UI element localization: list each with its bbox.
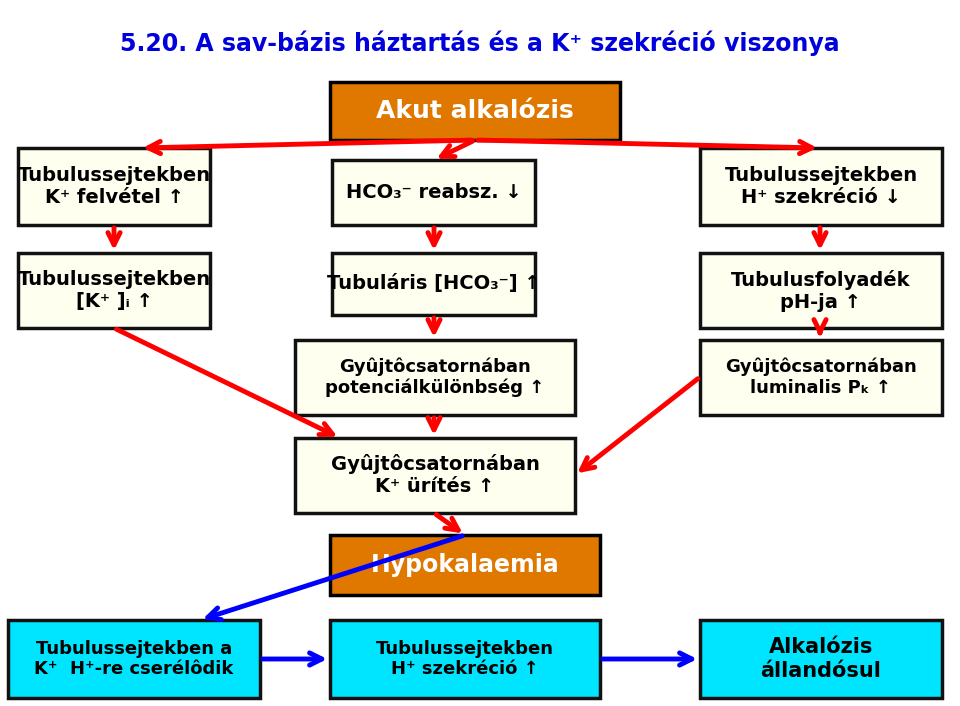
Text: Tubulussejtekben a
K⁺  H⁺-re cserélôdik: Tubulussejtekben a K⁺ H⁺-re cserélôdik	[35, 640, 233, 678]
Text: Gyûjtôcsatornában
K⁺ ürítés ↑: Gyûjtôcsatornában K⁺ ürítés ↑	[330, 455, 540, 496]
FancyBboxPatch shape	[700, 340, 942, 415]
Text: 5.20. A sav-bázis háztartás és a K⁺ szekréció viszonya: 5.20. A sav-bázis háztartás és a K⁺ szek…	[120, 30, 840, 56]
Text: Gyûjtôcsatornában
potenciálkülönbség ↑: Gyûjtôcsatornában potenciálkülönbség ↑	[325, 357, 544, 397]
FancyBboxPatch shape	[332, 160, 535, 225]
FancyBboxPatch shape	[700, 620, 942, 698]
Text: Tubuláris [HCO₃⁻] ↑: Tubuláris [HCO₃⁻] ↑	[326, 275, 540, 294]
Text: Hypokalaemia: Hypokalaemia	[371, 553, 560, 577]
FancyBboxPatch shape	[18, 253, 210, 328]
Text: Tubulussejtekben
[K⁺ ]ᵢ ↑: Tubulussejtekben [K⁺ ]ᵢ ↑	[17, 270, 210, 311]
FancyBboxPatch shape	[700, 253, 942, 328]
Text: Akut alkalózis: Akut alkalózis	[376, 99, 574, 123]
FancyBboxPatch shape	[700, 148, 942, 225]
FancyBboxPatch shape	[18, 148, 210, 225]
Text: HCO₃⁻ reabsz. ↓: HCO₃⁻ reabsz. ↓	[346, 183, 521, 202]
FancyBboxPatch shape	[330, 82, 620, 140]
Text: Tubulussejtekben
H⁺ szekréció ↓: Tubulussejtekben H⁺ szekréció ↓	[725, 166, 918, 207]
FancyBboxPatch shape	[295, 340, 575, 415]
Text: Gyûjtôcsatornában
luminalis Pₖ ↑: Gyûjtôcsatornában luminalis Pₖ ↑	[725, 358, 917, 397]
Text: Alkalózis
állandósul: Alkalózis állandósul	[760, 638, 881, 681]
Text: Tubulussejtekben
H⁺ szekréció ↑: Tubulussejtekben H⁺ szekréció ↑	[376, 640, 554, 678]
FancyBboxPatch shape	[332, 253, 535, 315]
FancyBboxPatch shape	[8, 620, 260, 698]
Text: Tubulussejtekben
K⁺ felvétel ↑: Tubulussejtekben K⁺ felvétel ↑	[17, 166, 210, 207]
FancyBboxPatch shape	[330, 535, 600, 595]
FancyBboxPatch shape	[295, 438, 575, 513]
FancyBboxPatch shape	[330, 620, 600, 698]
Text: Tubulusfolyadék
pH-ja ↑: Tubulusfolyadék pH-ja ↑	[732, 270, 911, 311]
